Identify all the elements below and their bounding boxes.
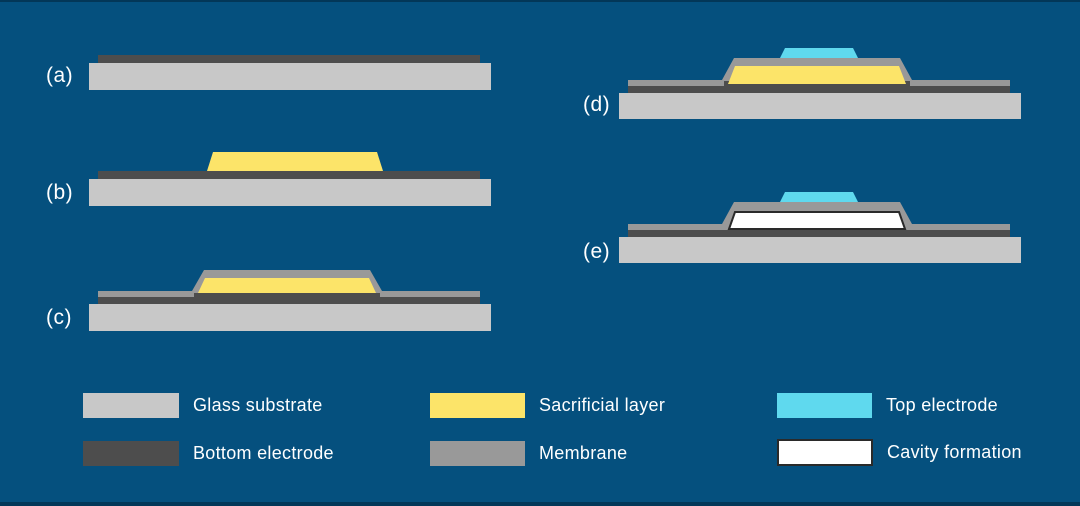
bottom-electrode-layer (194, 293, 380, 304)
bottom-electrode-layer (98, 55, 480, 63)
glass-substrate-swatch (83, 393, 179, 418)
legend-label-bottom-electrode: Bottom electrode (193, 443, 334, 463)
legend-item-bottom-electrode: Bottom electrode (83, 441, 334, 466)
glass-substrate-layer (89, 179, 491, 206)
step-c-label: (c) (46, 306, 72, 329)
bottom-electrode-layer (98, 171, 480, 179)
bottom-electrode-layer (628, 230, 1010, 237)
sacrificial-layer-swatch (430, 393, 525, 418)
step-e-label: (e) (583, 240, 611, 263)
legend-label-cavity-formation: Cavity formation (887, 442, 1022, 462)
legend-label-membrane: Membrane (539, 443, 628, 463)
legend-label-top-electrode: Top electrode (886, 395, 998, 415)
glass-substrate-layer (619, 93, 1021, 119)
step-a-label: (a) (46, 64, 74, 87)
top-electrode-layer (780, 192, 858, 202)
step-e-diagram (619, 192, 1021, 263)
legend-item-glass-substrate: Glass substrate (83, 393, 323, 418)
legend-item-cavity-formation: Cavity formation (777, 439, 1022, 466)
cavity-layer (727, 211, 907, 230)
top-electrode-layer (780, 48, 858, 58)
bottom-electrode-swatch (83, 441, 179, 466)
glass-substrate-layer (619, 237, 1021, 263)
top-edge-line (0, 0, 1080, 2)
sacrificial-layer (198, 278, 376, 293)
membrane-swatch (430, 441, 525, 466)
legend-label-sacrificial-layer: Sacrificial layer (539, 395, 666, 415)
step-b-diagram (89, 152, 491, 206)
legend-item-sacrificial-layer: Sacrificial layer (430, 393, 665, 418)
step-d-diagram (619, 48, 1021, 119)
step-c-diagram (89, 270, 491, 331)
sacrificial-layer (728, 66, 906, 84)
glass-substrate-layer (89, 304, 491, 331)
cavity-formation-swatch (777, 439, 873, 466)
bottom-edge-line (0, 502, 1080, 506)
step-a-diagram (89, 55, 491, 90)
glass-substrate-layer (89, 63, 491, 90)
legend-item-top-electrode: Top electrode (777, 393, 998, 418)
step-d-label: (d) (583, 93, 611, 116)
step-b-label: (b) (46, 181, 74, 204)
top-electrode-swatch (777, 393, 872, 418)
legend-item-membrane: Membrane (430, 441, 627, 466)
legend-label-glass-substrate: Glass substrate (193, 395, 323, 415)
sacrificial-layer (207, 152, 383, 171)
